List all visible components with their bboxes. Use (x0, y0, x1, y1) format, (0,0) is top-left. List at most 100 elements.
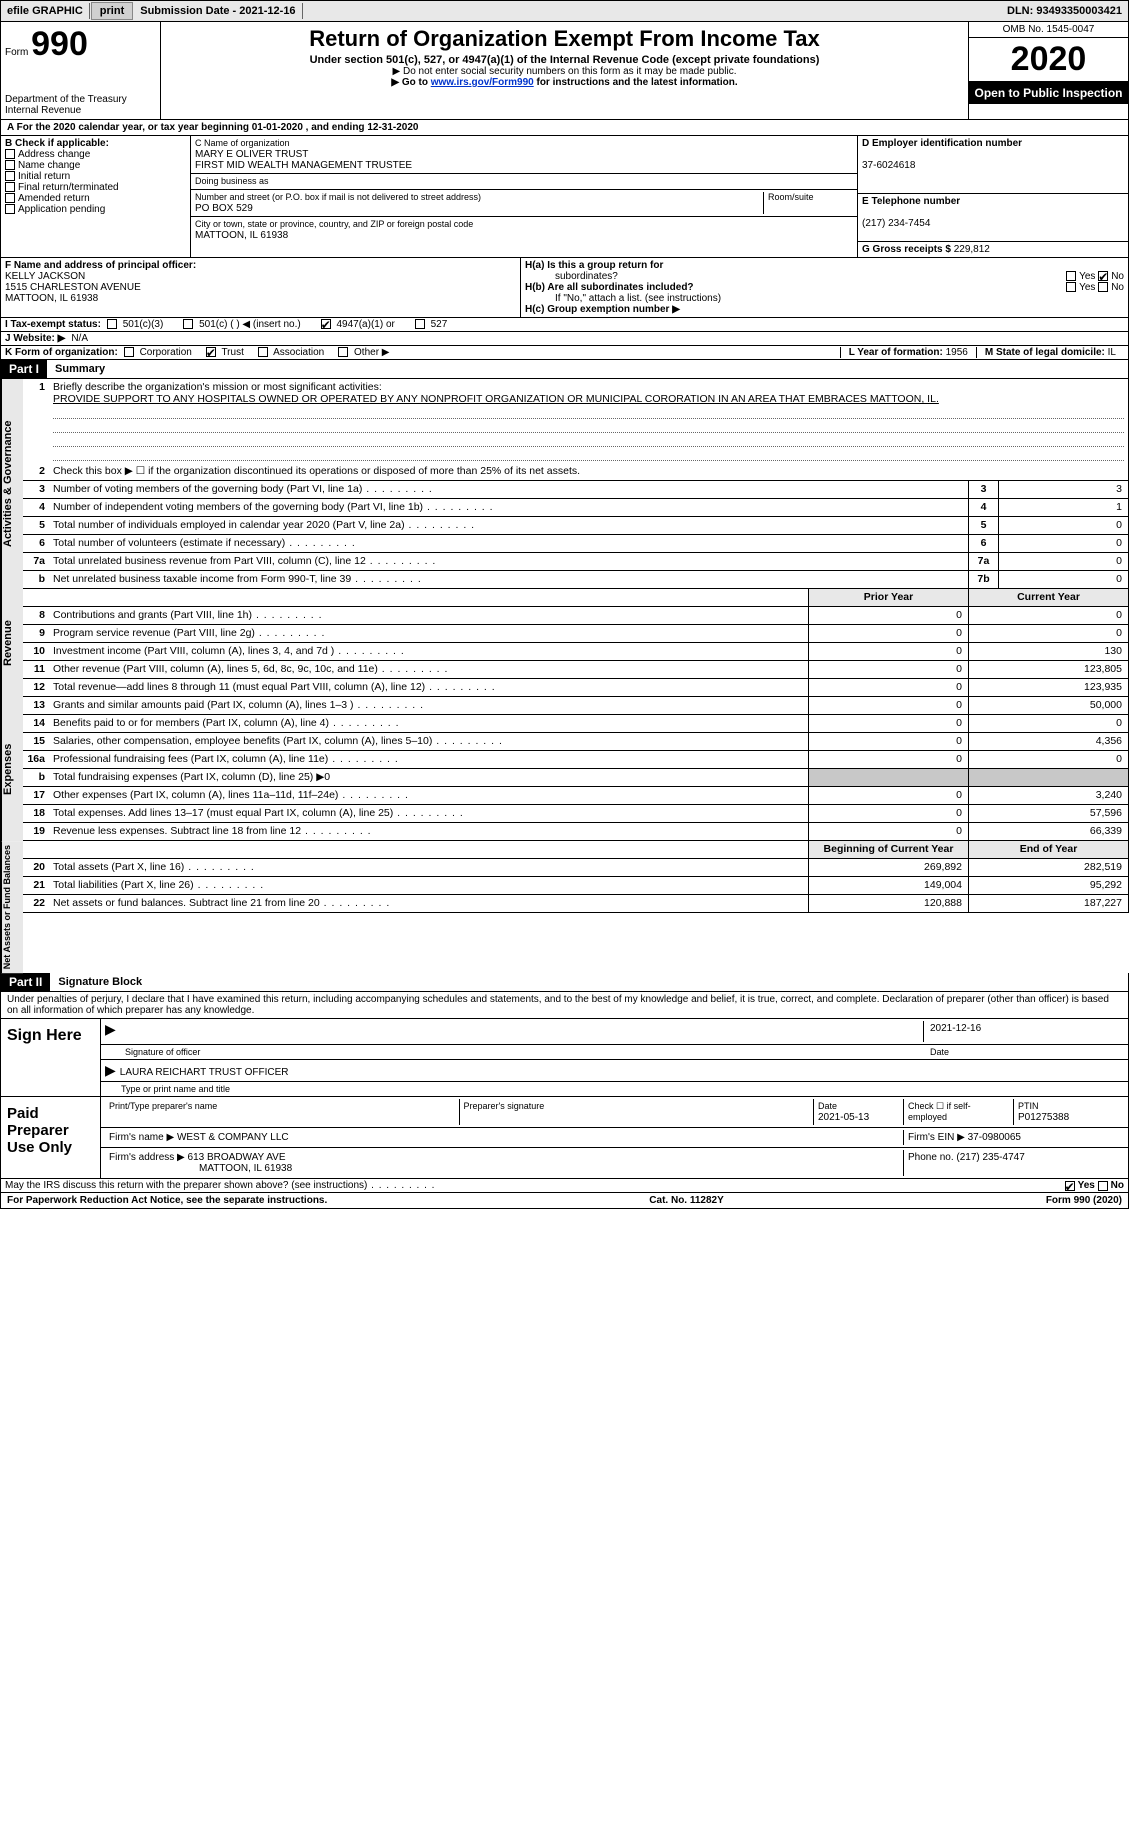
summary-line: 22Net assets or fund balances. Subtract … (23, 895, 1129, 913)
irs-link[interactable]: www.irs.gov/Form990 (431, 77, 534, 88)
paid-preparer-block: Paid Preparer Use Only Print/Type prepar… (0, 1097, 1129, 1179)
org-form-option: Trust (206, 347, 244, 358)
ha-yes-checkbox[interactable] (1066, 271, 1076, 281)
submission-date: Submission Date - 2021-12-16 (134, 3, 302, 19)
summary-line: 21Total liabilities (Part X, line 26)149… (23, 877, 1129, 895)
discuss-yes-checkbox[interactable] (1065, 1181, 1075, 1191)
officer-name: KELLY JACKSON (5, 271, 85, 282)
revenue-band: Revenue (1, 589, 23, 697)
hb-yes-checkbox[interactable] (1066, 282, 1076, 292)
summary-line: 12Total revenue—add lines 8 through 11 (… (23, 679, 1129, 697)
part-1-header: Part I Summary (0, 360, 1129, 379)
form-subtitle-1: Under section 501(c), 527, or 4947(a)(1)… (167, 54, 962, 66)
summary-line: 2Check this box ▶ ☐ if the organization … (23, 463, 1129, 481)
revenue-section: Revenue Prior Year Current Year 8Contrib… (0, 589, 1129, 697)
summary-line: bNet unrelated business taxable income f… (23, 571, 1129, 589)
dept-treasury: Department of the Treasury Internal Reve… (5, 94, 156, 116)
org-name-2: FIRST MID WEALTH MANAGEMENT TRUSTEE (195, 160, 412, 171)
sign-date: 2021-12-16 (924, 1021, 1124, 1042)
summary-line: 3Number of voting members of the governi… (23, 481, 1129, 499)
omb-number: OMB No. 1545-0047 (969, 22, 1128, 38)
box-b-option: Address change (5, 149, 186, 160)
paid-preparer-label: Paid Preparer Use Only (1, 1097, 101, 1178)
row-k: K Form of organization: Corporation Trus… (0, 346, 1129, 360)
efile-top-bar: efile GRAPHIC print Submission Date - 20… (0, 0, 1129, 22)
governance-section: Activities & Governance 1 Briefly descri… (0, 379, 1129, 589)
ptin: P01275388 (1018, 1112, 1069, 1123)
summary-line: 18Total expenses. Add lines 13–17 (must … (23, 805, 1129, 823)
dln: DLN: 93493350003421 (1001, 3, 1128, 19)
gross-receipts: 229,812 (954, 244, 990, 255)
firm-ein: 37-0980065 (968, 1132, 1021, 1143)
governance-band: Activities & Governance (1, 379, 23, 589)
discuss-no-checkbox[interactable] (1098, 1181, 1108, 1191)
net-band: Net Assets or Fund Balances (1, 841, 23, 973)
org-name-1: MARY E OLIVER TRUST (195, 149, 308, 160)
prep-date: 2021-05-13 (818, 1112, 869, 1123)
org-form-option: Other ▶ (338, 347, 389, 358)
firm-addr-2: MATTOON, IL 61938 (109, 1163, 292, 1174)
part-2-header: Part II Signature Block (0, 973, 1129, 992)
footer-right: Form 990 (2020) (1046, 1195, 1122, 1206)
row-a-tax-year: A For the 2020 calendar year, or tax yea… (0, 120, 1129, 136)
summary-line: 16aProfessional fundraising fees (Part I… (23, 751, 1129, 769)
summary-line: 20Total assets (Part X, line 16)269,8922… (23, 859, 1129, 877)
mission-text: PROVIDE SUPPORT TO ANY HOSPITALS OWNED O… (53, 393, 939, 405)
year-formation: 1956 (946, 347, 968, 358)
website: N/A (71, 333, 88, 344)
org-address: PO BOX 529 (195, 203, 253, 214)
ha-no-checkbox[interactable] (1098, 271, 1108, 281)
telephone: (217) 234-7454 (862, 218, 930, 229)
org-form-option: Association (258, 347, 324, 358)
print-button[interactable]: print (91, 2, 133, 20)
summary-line: 11Other revenue (Part VIII, column (A), … (23, 661, 1129, 679)
box-b-option: Name change (5, 160, 186, 171)
officer-print-name: LAURA REICHART TRUST OFFICER (105, 1062, 1124, 1079)
officer-group-block: F Name and address of principal officer:… (0, 258, 1129, 318)
form-header: Form 990 Department of the Treasury Inte… (0, 22, 1129, 120)
form-subtitle-2: ▶ Do not enter social security numbers o… (167, 66, 962, 77)
discuss-row: May the IRS discuss this return with the… (0, 1179, 1129, 1193)
state-domicile: IL (1108, 347, 1116, 358)
firm-phone: (217) 235-4747 (956, 1152, 1024, 1163)
footer-mid: Cat. No. 11282Y (649, 1195, 723, 1206)
summary-line: 14Benefits paid to or for members (Part … (23, 715, 1129, 733)
form-title: Return of Organization Exempt From Incom… (167, 26, 962, 52)
summary-line: 6Total number of volunteers (estimate if… (23, 535, 1129, 553)
summary-line: 5Total number of individuals employed in… (23, 517, 1129, 535)
perjury-text: Under penalties of perjury, I declare th… (0, 992, 1129, 1019)
box-c: C Name of organization MARY E OLIVER TRU… (191, 136, 858, 257)
tax-year: 2020 (969, 38, 1128, 82)
summary-line: 15Salaries, other compensation, employee… (23, 733, 1129, 751)
form-number-box: Form 990 Department of the Treasury Inte… (1, 22, 161, 119)
summary-line: 19Revenue less expenses. Subtract line 1… (23, 823, 1129, 841)
open-inspection: Open to Public Inspection (969, 82, 1128, 104)
expenses-section: Expenses 13Grants and similar amounts pa… (0, 697, 1129, 841)
box-h: H(a) Is this a group return for subordin… (521, 258, 1128, 317)
summary-line: bTotal fundraising expenses (Part IX, co… (23, 769, 1129, 787)
box-b-option: Application pending (5, 204, 186, 215)
summary-line: 7aTotal unrelated business revenue from … (23, 553, 1129, 571)
ein: 37-6024618 (862, 160, 915, 171)
box-b-option: Initial return (5, 171, 186, 182)
net-assets-section: Net Assets or Fund Balances Beginning of… (0, 841, 1129, 973)
efile-label: efile GRAPHIC (1, 3, 90, 19)
summary-line: 17Other expenses (Part IX, column (A), l… (23, 787, 1129, 805)
box-b-option: Final return/terminated (5, 182, 186, 193)
sign-here-label: Sign Here (1, 1019, 101, 1096)
form-subtitle-3: ▶ Go to www.irs.gov/Form990 for instruct… (167, 77, 962, 88)
expenses-band: Expenses (1, 697, 23, 841)
sign-here-block: Sign Here 2021-12-16 Signature of office… (0, 1019, 1129, 1097)
summary-line: 8Contributions and grants (Part VIII, li… (23, 607, 1129, 625)
org-info-block: B Check if applicable: Address changeNam… (0, 136, 1129, 258)
firm-name: WEST & COMPANY LLC (177, 1132, 289, 1143)
box-b: B Check if applicable: Address changeNam… (1, 136, 191, 257)
summary-line: 13Grants and similar amounts paid (Part … (23, 697, 1129, 715)
tax-status-option: 4947(a)(1) or (321, 319, 395, 330)
footer-left: For Paperwork Reduction Act Notice, see … (7, 1195, 327, 1206)
row-i: I Tax-exempt status: 501(c)(3) 501(c) ( … (0, 318, 1129, 332)
box-d: D Employer identification number 37-6024… (858, 136, 1128, 257)
box-b-option: Amended return (5, 193, 186, 204)
footer: For Paperwork Reduction Act Notice, see … (0, 1193, 1129, 1209)
row-j: J Website: ▶ N/A (0, 332, 1129, 346)
